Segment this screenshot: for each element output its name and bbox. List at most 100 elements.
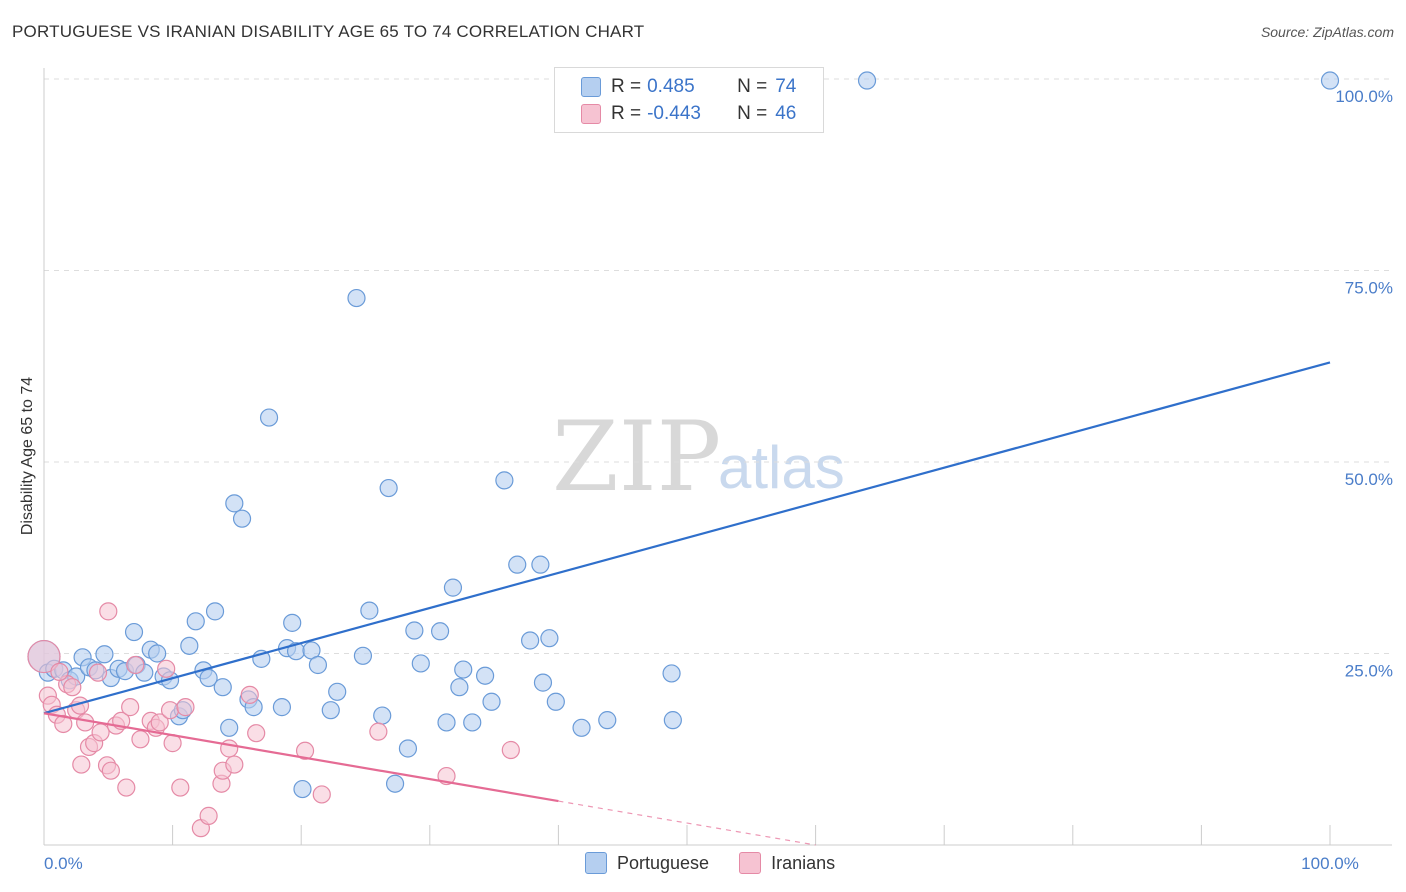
portuguese-point <box>205 602 225 621</box>
iranians-point <box>199 806 218 825</box>
y-tick-label: 50.0% <box>1345 470 1393 489</box>
portuguese-point <box>857 71 877 90</box>
portuguese-point <box>598 711 617 730</box>
iranians-point <box>295 741 315 760</box>
portuguese-point <box>373 706 392 725</box>
iranians-point <box>150 713 169 732</box>
iranians-point <box>117 778 136 797</box>
portuguese-point <box>572 718 591 737</box>
y-tick-label: 100.0% <box>1335 87 1393 106</box>
iranians-point <box>157 659 176 678</box>
iranians-point <box>369 722 388 741</box>
portuguese-point <box>495 471 514 490</box>
portuguese-point <box>454 660 473 679</box>
portuguese-point <box>180 636 199 655</box>
portuguese-trend-line <box>43 361 1331 715</box>
portuguese-legend-swatch <box>585 852 607 874</box>
portuguese-point <box>148 644 167 663</box>
iranians-point <box>131 730 150 749</box>
portuguese-point <box>225 494 244 513</box>
portuguese-point <box>385 774 405 793</box>
y-tick-label: 75.0% <box>1345 279 1393 298</box>
portuguese-point <box>272 698 292 717</box>
gridlines <box>44 78 1392 654</box>
x-tick-label: 100.0% <box>1301 854 1359 873</box>
iranians-point <box>63 678 82 697</box>
legend-label-iranians: Iranians <box>771 852 836 873</box>
portuguese-point <box>379 478 398 498</box>
portuguese-point <box>405 621 424 640</box>
portuguese-point <box>328 682 347 701</box>
portuguese-point <box>475 666 495 685</box>
r-label: R = <box>611 76 642 97</box>
chart-title: PORTUGUESE VS IRANIAN DISABILITY AGE 65 … <box>12 22 645 41</box>
iranians-point <box>501 740 520 760</box>
portuguese-point <box>347 288 366 308</box>
iranians-point <box>176 698 195 717</box>
legend-item-iranians[interactable]: Iranians <box>739 852 835 874</box>
portuguese-point <box>1320 71 1340 90</box>
tick-labels: 25.0% 50.0% 75.0% 100.0% 0.0% 100.0% <box>44 87 1393 873</box>
watermark-zip: ZIP <box>552 401 721 513</box>
portuguese-point <box>360 601 379 620</box>
portuguese-r-value: 0.485 <box>647 76 695 97</box>
portuguese-point <box>531 555 550 574</box>
portuguese-point <box>662 664 681 683</box>
iranians-point <box>101 761 120 780</box>
portuguese-point <box>186 612 205 631</box>
iranians-legend-swatch <box>739 852 762 874</box>
portuguese-point <box>213 678 232 697</box>
portuguese-point <box>533 673 553 692</box>
portuguese-point <box>283 613 302 632</box>
stats-row-portuguese: R = 0.485 N = 74 <box>581 74 796 100</box>
n-label: N = <box>737 103 768 124</box>
iranians-point <box>91 723 110 742</box>
portuguese-point <box>663 711 682 730</box>
portuguese-point <box>437 713 456 732</box>
axes <box>43 68 1392 846</box>
iranians-point <box>27 639 61 674</box>
portuguese-point <box>259 408 279 427</box>
portuguese-point <box>321 701 340 720</box>
portuguese-point <box>482 692 501 711</box>
iranians-point <box>99 602 118 621</box>
iranians-point <box>240 685 259 704</box>
iranians-point <box>171 778 190 797</box>
stats-row-iranians: R = -0.443 N = 46 <box>581 101 796 127</box>
iranians-point <box>225 755 244 774</box>
y-tick-label: 25.0% <box>1345 662 1393 681</box>
portuguese-point <box>95 645 114 664</box>
iranians-point <box>126 655 145 675</box>
iranians-point <box>72 755 91 774</box>
r-label: R = <box>611 103 642 124</box>
iranians-point <box>312 785 331 804</box>
iranians-trend-line <box>43 712 559 803</box>
portuguese-swatch <box>581 77 601 97</box>
portuguese-point <box>443 578 463 597</box>
iranians-swatch <box>581 104 601 124</box>
watermark-atlas: atlas <box>718 434 845 501</box>
portuguese-point <box>232 509 252 528</box>
portuguese-point <box>546 692 565 711</box>
portuguese-point <box>308 655 328 675</box>
iranians-point <box>160 701 180 720</box>
portuguese-point <box>199 668 218 688</box>
iranians-point <box>88 663 108 682</box>
iranians-n-value: 46 <box>775 103 797 124</box>
stats-box: R = 0.485 N = 74 R = -0.443 N = 46 <box>554 67 824 133</box>
portuguese-point <box>220 718 239 737</box>
portuguese-point <box>430 622 450 641</box>
x-tick-label: 0.0% <box>44 854 83 873</box>
portuguese-point <box>463 713 482 732</box>
portuguese-point <box>293 779 312 799</box>
iranians-point <box>76 713 95 732</box>
trend-lines <box>43 361 1331 846</box>
legend-item-portuguese[interactable]: Portuguese <box>585 852 709 874</box>
portuguese-point <box>353 646 373 665</box>
portuguese-point <box>398 739 418 758</box>
iranians-point <box>220 739 239 758</box>
legend-label-portuguese: Portuguese <box>617 852 710 873</box>
portuguese-point <box>508 555 527 574</box>
portuguese-point <box>124 622 144 642</box>
